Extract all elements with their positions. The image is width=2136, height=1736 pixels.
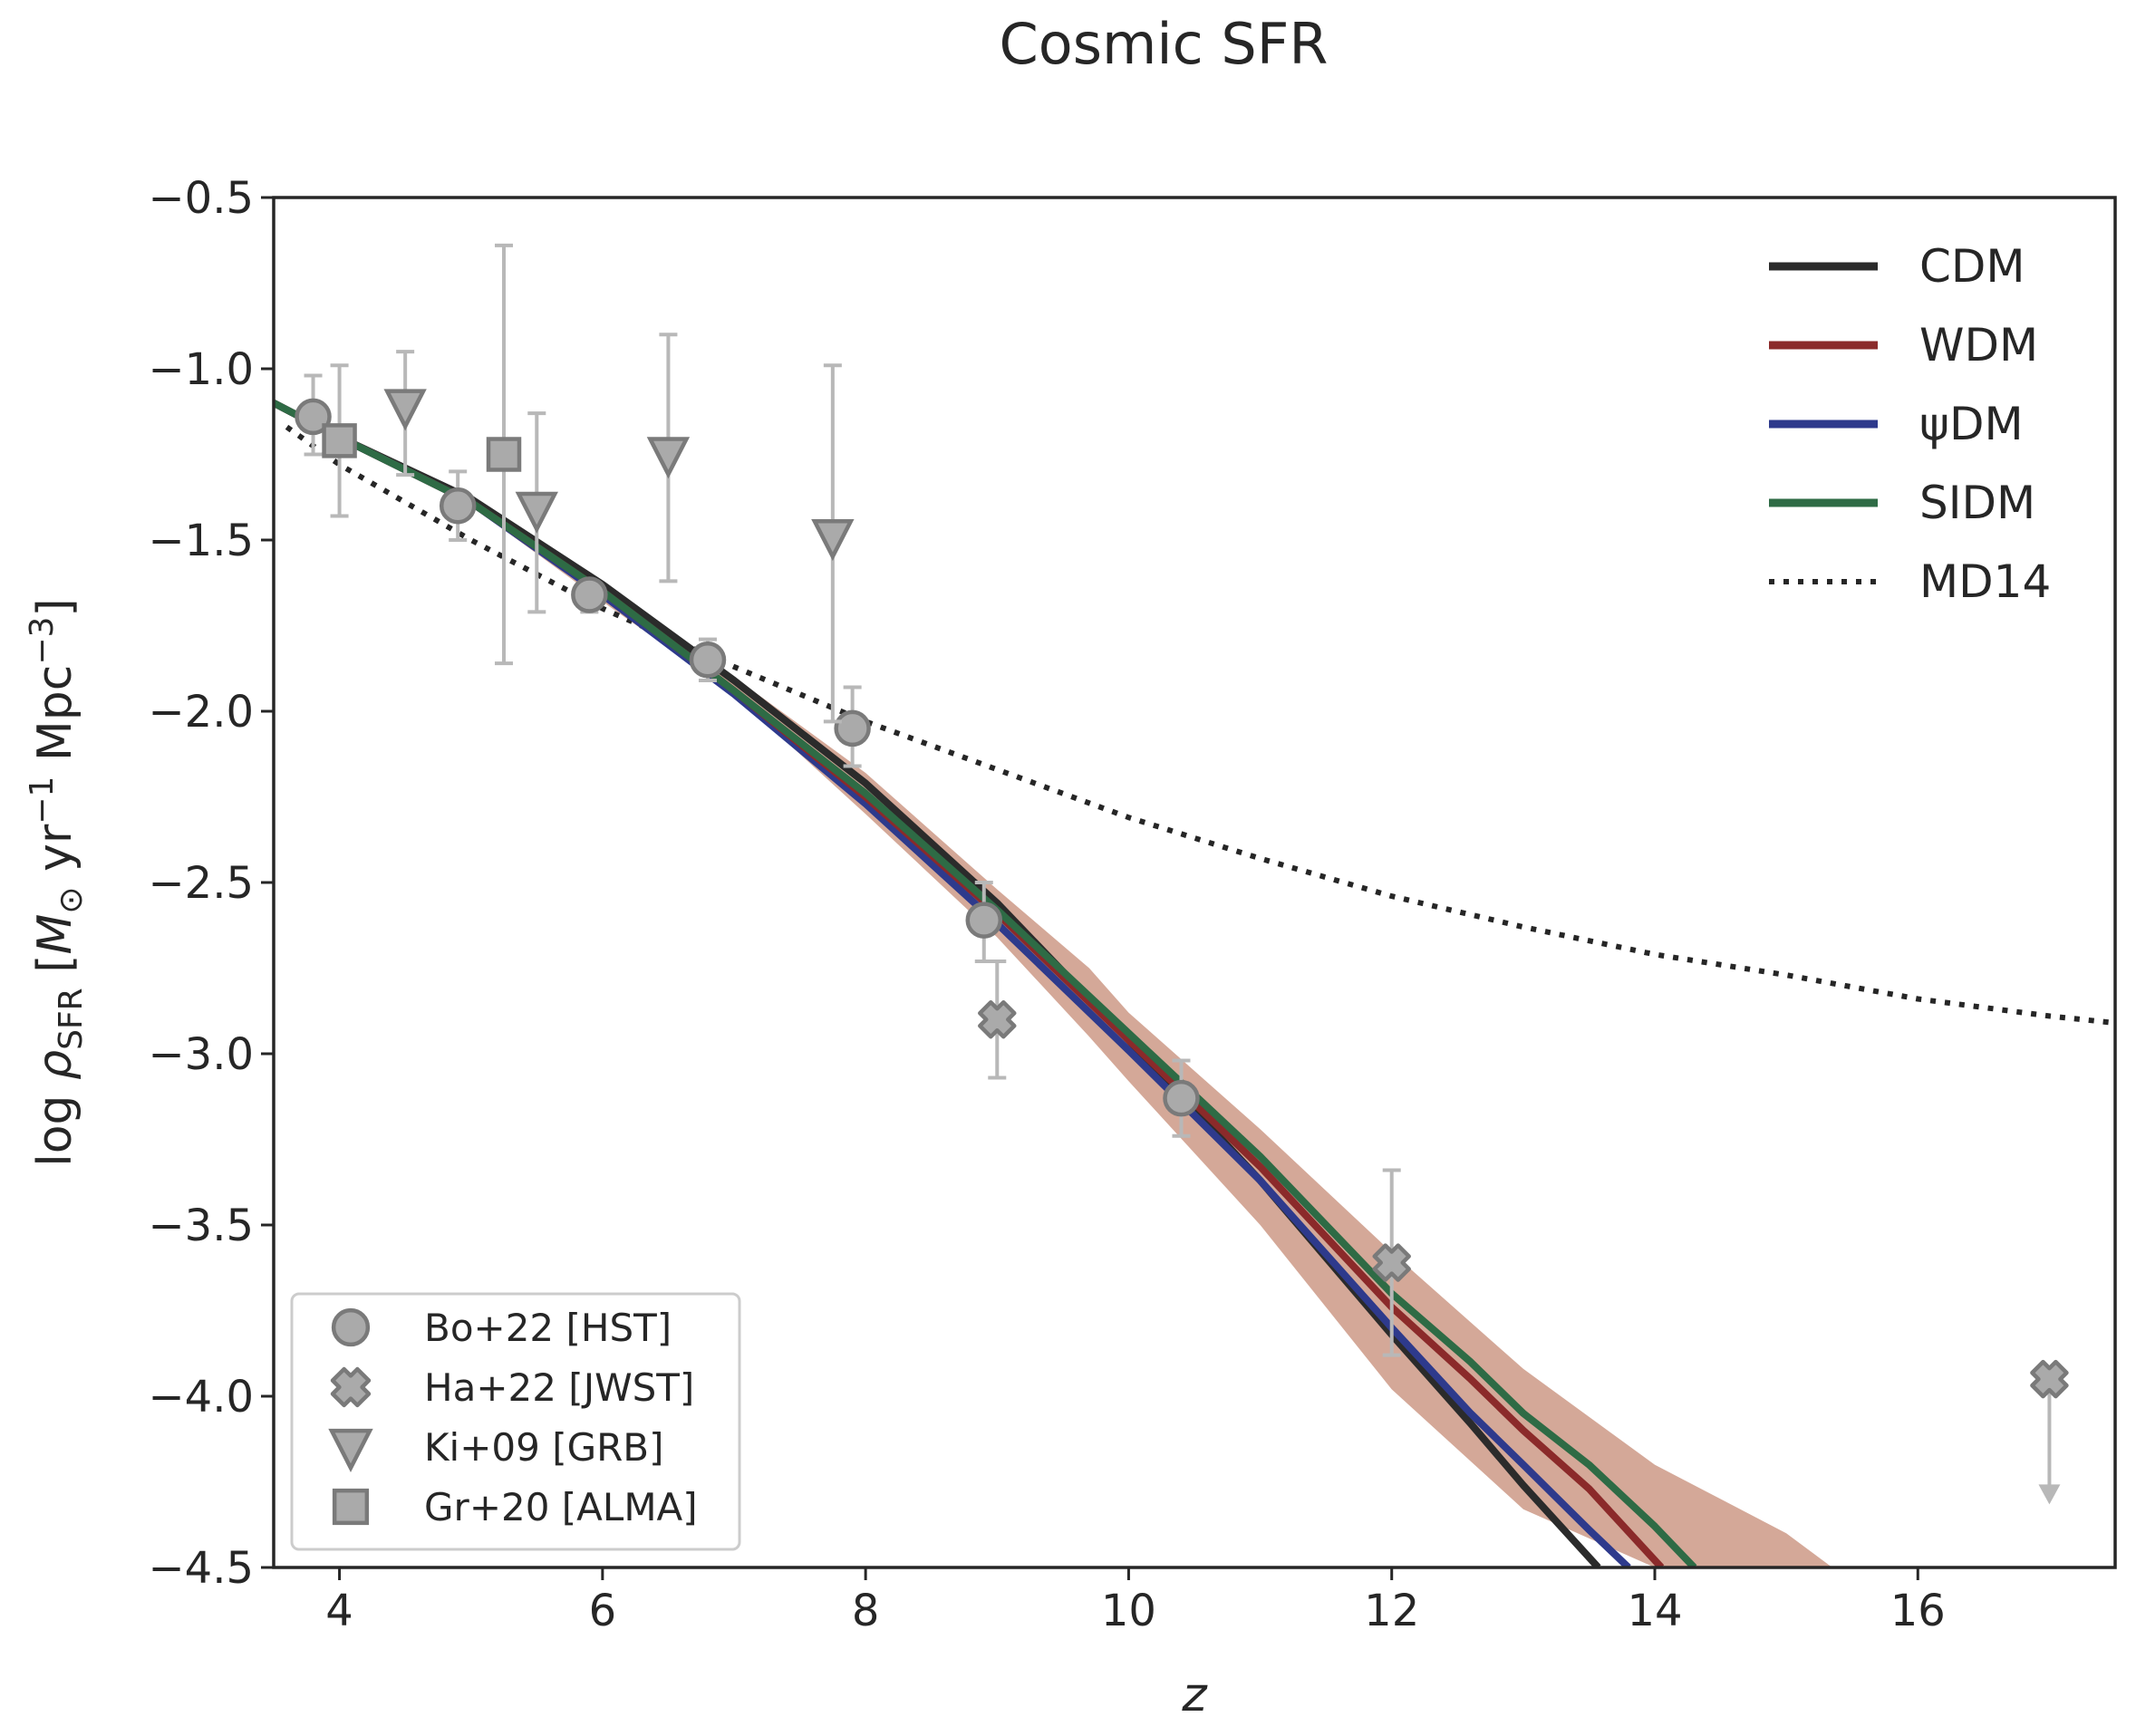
circle-point [965, 902, 1003, 939]
x-tick-label: 16 [1890, 1586, 1946, 1636]
series-line-md14 [285, 424, 2115, 1026]
legend-data-label: Bo+22 [HST] [424, 1306, 672, 1350]
legend-marker-x [330, 1366, 372, 1408]
y-tick-label: −4.0 [148, 1372, 254, 1423]
triangle_down-point [515, 491, 558, 534]
x-point [978, 999, 1017, 1039]
axis-ticks: 4 6 8 10 12 14 16 −0.5 −1.0 −1.5 −2.0 −2.5 −3.0 −3.5 −… [148, 173, 1945, 1636]
legend-label-cdm: CDM [1919, 240, 2025, 293]
legend-label-md14: MD14 [1919, 555, 2051, 608]
circle-point [1163, 1079, 1200, 1117]
x-tick-label: 4 [325, 1586, 353, 1636]
legend-label-psidm: ψDM [1919, 398, 2024, 450]
circle-point [439, 487, 477, 525]
y-tick-label: −2.5 [148, 858, 254, 909]
chart-title: Cosmic SFR [999, 11, 1328, 77]
uncertainty-band [274, 402, 1832, 1567]
square-point [486, 437, 522, 472]
triangle_down-point [811, 518, 855, 562]
y-tick-label: −4.5 [148, 1543, 254, 1594]
x-point [1372, 1243, 1411, 1282]
legend-label-sidm: SIDM [1919, 477, 2035, 529]
legend-marker-square [332, 1488, 370, 1526]
circle-point [689, 641, 727, 679]
y-tick-label: −1.5 [148, 516, 254, 566]
legend-label-wdm: WDM [1919, 319, 2038, 371]
legend-data-frame [290, 1292, 741, 1551]
y-tick-label: −0.5 [148, 173, 254, 224]
x-tick-label: 8 [852, 1586, 880, 1636]
triangle_down-point [646, 437, 691, 479]
series-line-sidm [274, 400, 1697, 1567]
square-point [322, 423, 357, 458]
legend-data-label: Gr+20 [ALMA] [424, 1485, 698, 1529]
y-axis-label: log ρSFR [M⊙ yr−1 Mpc−3] [24, 598, 90, 1166]
plot-area [274, 243, 2115, 1567]
x-axis-label: z [1181, 1668, 1208, 1722]
x-tick-label: 12 [1364, 1586, 1419, 1636]
x-point [2030, 1359, 2069, 1399]
legend-data: Bo+22 [HST] Ha+22 [JWST] Ki+09 [GRB] Gr+20 … [290, 1292, 741, 1551]
y-tick-label: −2.0 [148, 687, 254, 738]
legend-marker-triangle_down [328, 1428, 373, 1473]
circle-point [295, 398, 332, 436]
triangle_down-point [383, 389, 427, 431]
circle-point [571, 576, 608, 613]
x-tick-label: 14 [1627, 1586, 1682, 1636]
legend-data-label: Ki+09 [GRB] [424, 1425, 664, 1470]
legend-data-label: Ha+22 [JWST] [424, 1365, 694, 1410]
legend-models: CDM WDM ψDM SIDM MD14 [1769, 240, 2051, 608]
y-tick-label: −3.5 [148, 1201, 254, 1251]
legend-marker-circle [331, 1307, 371, 1347]
y-tick-label: −1.0 [148, 344, 254, 395]
plot-clip-group [274, 243, 2115, 1567]
upper-limit-arrow [2038, 1484, 2061, 1505]
x-tick-label: 6 [589, 1586, 617, 1636]
x-tick-label: 10 [1101, 1586, 1156, 1636]
circle-point [834, 709, 871, 747]
y-tick-label: −3.0 [148, 1029, 254, 1080]
